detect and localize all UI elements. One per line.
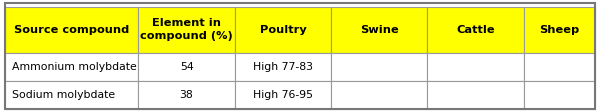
Text: 54: 54 xyxy=(180,62,193,72)
Bar xyxy=(524,6,595,53)
Bar xyxy=(427,81,524,109)
Bar xyxy=(331,81,427,109)
Bar xyxy=(427,53,524,81)
Bar xyxy=(331,6,427,53)
Text: Cattle: Cattle xyxy=(456,25,495,35)
Bar xyxy=(5,6,139,53)
Bar xyxy=(139,53,235,81)
Text: Source compound: Source compound xyxy=(14,25,129,35)
Bar xyxy=(5,53,139,81)
Bar xyxy=(5,81,139,109)
Bar xyxy=(235,53,331,81)
Bar xyxy=(331,53,427,81)
Text: Ammonium molybdate: Ammonium molybdate xyxy=(12,62,137,72)
Bar xyxy=(235,81,331,109)
Bar xyxy=(139,6,235,53)
Text: Poultry: Poultry xyxy=(260,25,306,35)
Text: 38: 38 xyxy=(180,90,193,100)
Text: Swine: Swine xyxy=(360,25,398,35)
Bar xyxy=(427,6,524,53)
Bar xyxy=(139,81,235,109)
Text: High 76-95: High 76-95 xyxy=(253,90,313,100)
Bar xyxy=(524,81,595,109)
Text: Sodium molybdate: Sodium molybdate xyxy=(12,90,115,100)
Text: Element in
compound (%): Element in compound (%) xyxy=(140,18,233,41)
Text: Sheep: Sheep xyxy=(539,25,580,35)
Bar xyxy=(524,53,595,81)
Bar xyxy=(235,6,331,53)
Text: High 77-83: High 77-83 xyxy=(253,62,313,72)
